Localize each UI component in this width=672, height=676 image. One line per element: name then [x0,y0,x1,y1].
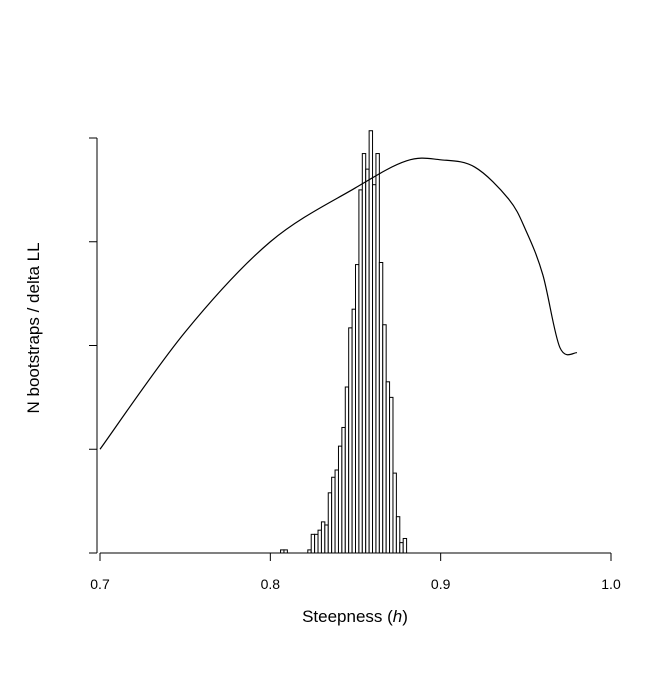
histogram-bar [385,381,391,554]
histogram-bar [341,426,346,554]
delta-ll-curve [99,157,578,450]
histogram-bar [314,533,319,554]
histogram-bar [392,472,397,554]
x-tick-label: 0.7 [90,576,110,592]
histogram-bar [402,537,408,554]
histogram-bar [351,308,356,554]
histogram-bar [395,516,401,554]
histogram-bar [324,524,329,554]
histogram-bar [334,469,339,554]
histogram-bar [337,445,343,554]
axes: 0.7 0.8 0.9 1.0 [89,137,621,592]
histogram-bar [320,521,326,554]
histogram-bar [348,327,353,554]
histogram-bar [310,533,316,554]
histogram-bar [372,184,377,554]
histogram-bar [344,386,350,554]
histogram-bar [327,492,333,554]
histogram-bar [389,396,394,554]
histogram-bar [368,130,374,554]
x-axis-label: Steepness (h) [302,607,408,626]
x-axis-label-suffix: ) [402,607,408,626]
histogram-bar [378,262,384,554]
histogram-bar [317,529,322,554]
histogram-bar [375,153,380,554]
delta-ll-curve-layer [99,157,578,450]
y-axis-label: N bootstraps / delta LL [24,242,43,413]
x-tick-label: 1.0 [601,576,621,592]
histogram-bar [361,153,367,554]
histogram-bar [355,264,360,554]
histogram-bars [280,130,408,554]
histogram-bar [331,476,336,554]
x-axis-label-prefix: Steepness ( [302,607,393,626]
histogram-bar [358,189,363,554]
histogram-bar [365,168,370,554]
histogram-bar [382,324,387,554]
x-tick-label: 0.8 [261,576,281,592]
histogram-bar [399,542,404,554]
x-tick-label: 0.9 [431,576,451,592]
x-axis-label-variable: h [393,607,402,626]
